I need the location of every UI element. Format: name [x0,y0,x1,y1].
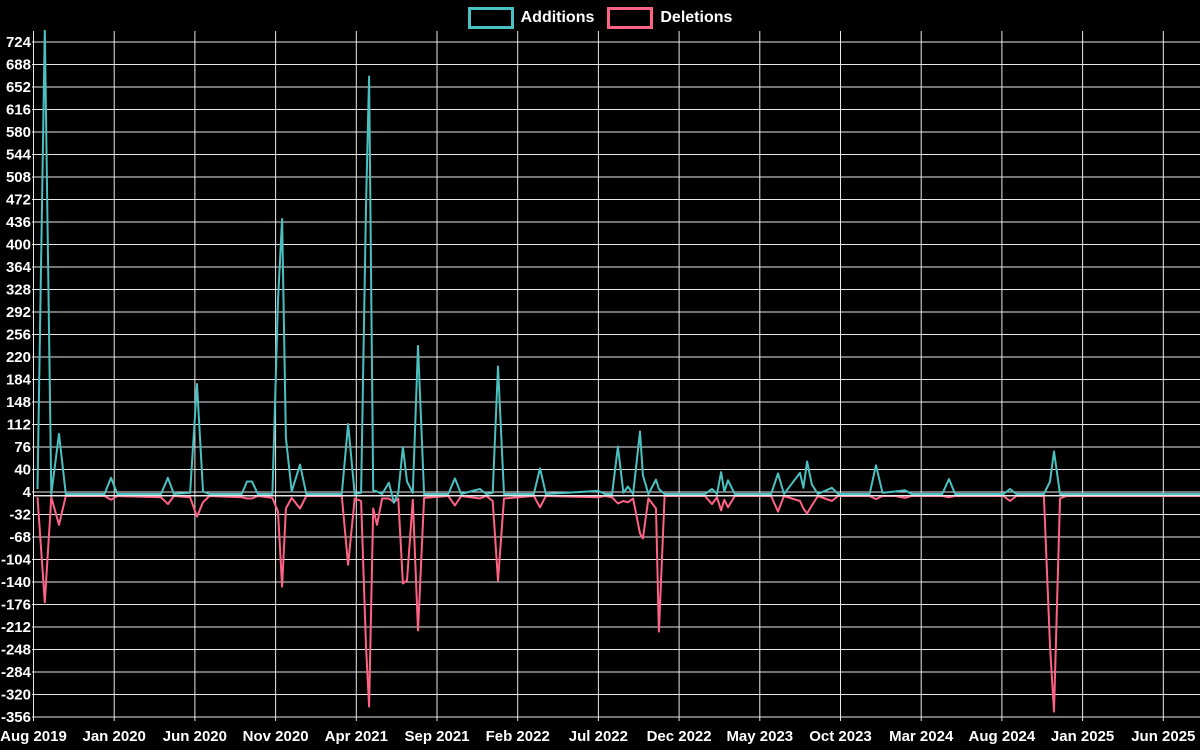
y-tick-label: 508 [6,169,31,186]
x-tick-label: Apr 2021 [325,728,388,745]
y-tick-label: -68 [9,529,31,546]
y-tick-label: 328 [6,282,31,299]
y-tick-label: -320 [1,687,31,704]
y-tick-label: 220 [6,349,31,366]
y-tick-label: 724 [6,34,32,51]
y-tick-label: 4 [23,484,32,501]
x-tick-label: Aug 2019 [0,728,67,745]
legend-item-deletions[interactable]: Deletions [607,7,732,29]
x-tick-label: Jul 2022 [569,728,628,745]
y-tick-label: 112 [7,417,31,434]
y-tick-label: 40 [14,462,31,479]
y-tick-label: -140 [1,574,31,591]
x-tick-label: Jan 2025 [1051,728,1114,745]
y-tick-label: -32 [9,507,31,524]
y-tick-label: -212 [1,619,31,636]
y-tick-label: 400 [6,237,31,254]
x-tick-label: Oct 2023 [809,728,872,745]
y-axis-tick-labels: 724 688 652 616 580 544 508 472 436 400 364 328 292 2… [1,34,32,726]
legend-item-additions[interactable]: Additions [467,7,595,29]
additions-line [36,30,1200,504]
x-tick-label: Sep 2021 [404,728,469,745]
y-tick-label: 292 [6,304,31,321]
y-tick-label: 256 [6,327,31,344]
x-axis-tick-labels: Aug 2019 Jan 2020 Jun 2020 Nov 2020 Apr 2021… [0,728,1195,745]
x-tick-label: May 2023 [726,728,793,745]
x-tick-label: Feb 2022 [486,728,550,745]
y-tick-label: -176 [1,597,31,614]
x-tick-label: Jun 2020 [163,728,227,745]
deletions-line [36,495,1200,713]
y-tick-label: -356 [1,709,31,726]
x-tick-label: Mar 2024 [889,728,954,745]
x-tick-label: Dec 2022 [647,728,712,745]
y-tick-label: 544 [6,147,32,164]
x-tick-label: Aug 2024 [969,728,1036,745]
y-tick-label: 652 [6,79,31,96]
y-tick-label: 688 [6,57,31,74]
x-tick-label: Nov 2020 [243,728,309,745]
x-tick-label: Jun 2025 [1131,728,1195,745]
y-tick-label: 580 [6,124,31,141]
y-tick-label: -248 [1,642,31,659]
y-tick-label: 364 [6,259,32,276]
y-tick-label: 184 [6,372,32,389]
y-tick-label: 76 [14,439,31,456]
deletions-swatch-icon [607,7,654,29]
chart-legend: Additions Deletions [0,7,1200,29]
y-tick-label: -284 [1,664,32,681]
y-tick-label: 436 [6,214,31,231]
gridlines [32,31,1200,721]
x-tick-label: Jan 2020 [83,728,146,745]
data-series [33,30,1200,713]
y-tick-label: 616 [6,102,31,119]
additions-swatch-icon [467,7,514,29]
legend-label-deletions: Deletions [660,9,733,26]
y-tick-label: 148 [6,394,31,411]
y-tick-label: -104 [1,552,32,569]
legend-label-additions: Additions [520,9,595,26]
y-tick-label: 472 [6,192,31,209]
